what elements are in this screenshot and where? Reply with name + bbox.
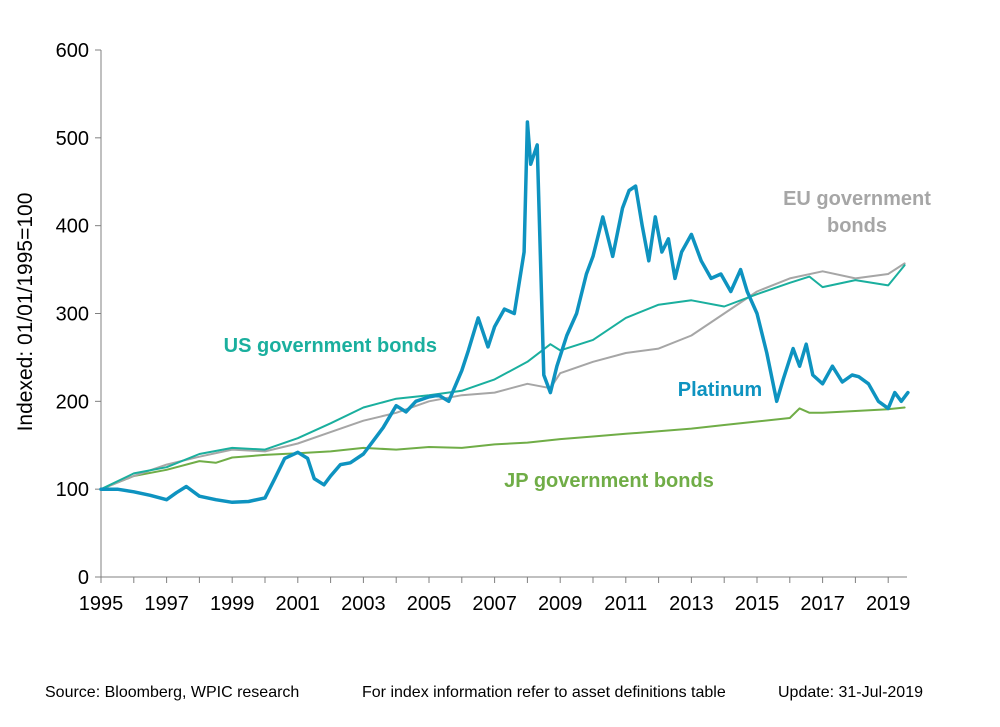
y-tick-label: 600 xyxy=(56,40,89,62)
x-tick-label: 2015 xyxy=(735,593,780,615)
x-tick-label: 1999 xyxy=(210,593,255,615)
footer-note: For index information refer to asset def… xyxy=(362,684,726,701)
x-tick-label: 2017 xyxy=(800,593,845,615)
x-tick-label: 1995 xyxy=(79,593,124,615)
x-tick-label: 2005 xyxy=(407,593,452,615)
y-axis-label: Indexed: 01/01/1995=100 xyxy=(14,193,37,432)
x-tick-label: 2003 xyxy=(341,593,386,615)
label-eu-government-bonds-line1: EU government xyxy=(783,188,931,210)
x-tick-label: 2007 xyxy=(472,593,517,615)
y-tick-label: 400 xyxy=(56,216,89,238)
series-line-jp-government-bonds xyxy=(100,406,906,491)
label-jp-government-bonds: JP government bonds xyxy=(504,470,714,492)
x-tick-label: 2019 xyxy=(866,593,911,615)
y-tick-label: 0 xyxy=(78,567,89,589)
chart-axes: 0 100 200 300 400 500 600 1995 1997 1999 2001 2003 2… xyxy=(56,40,911,615)
series-line-eu-government-bonds xyxy=(100,262,906,491)
label-us-government-bonds: US government bonds xyxy=(224,335,437,357)
footer-update: Update: 31-Jul-2019 xyxy=(778,684,923,701)
y-tick-label: 100 xyxy=(56,479,89,501)
x-tick-label: 2011 xyxy=(604,593,647,615)
series-labels: US government bonds EU government bonds … xyxy=(224,188,932,492)
series-line-platinum xyxy=(99,120,910,505)
y-tick-label: 500 xyxy=(56,128,89,150)
x-tick-label: 2013 xyxy=(669,593,714,615)
x-tick-label: 2009 xyxy=(538,593,583,615)
label-eu-government-bonds-line2: bonds xyxy=(827,215,887,237)
series-line-us-government-bonds xyxy=(100,264,906,491)
label-platinum: Platinum xyxy=(678,379,762,401)
y-tick-label: 200 xyxy=(56,391,89,413)
x-tick-label: 1997 xyxy=(144,593,189,615)
chart-series xyxy=(99,120,910,505)
y-tick-label: 300 xyxy=(56,304,89,326)
x-tick-label: 2001 xyxy=(276,593,321,615)
footer-source: Source: Bloomberg, WPIC research xyxy=(45,684,300,701)
